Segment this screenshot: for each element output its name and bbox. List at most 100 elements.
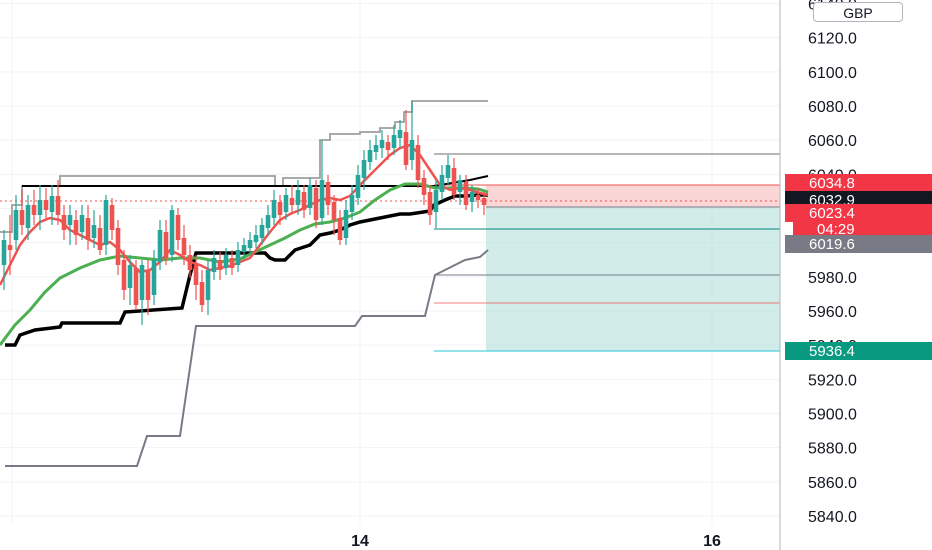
candle[interactable] — [277, 195, 283, 225]
position-tool[interactable] — [486, 185, 780, 351]
candle[interactable] — [7, 215, 13, 275]
candle[interactable] — [319, 140, 325, 225]
candle-body — [121, 260, 127, 290]
loss-zone[interactable] — [486, 185, 780, 207]
candle[interactable] — [217, 252, 223, 280]
candle[interactable] — [475, 188, 481, 208]
candle[interactable] — [79, 205, 85, 240]
candle[interactable] — [43, 188, 49, 220]
candle[interactable] — [421, 170, 427, 205]
candle[interactable] — [133, 260, 139, 310]
candle[interactable] — [37, 185, 43, 230]
candle[interactable] — [403, 110, 409, 170]
candle[interactable] — [91, 210, 97, 248]
candle[interactable] — [31, 190, 37, 225]
time-axis[interactable]: 14 16 — [351, 533, 721, 550]
candle[interactable] — [247, 232, 253, 255]
candle[interactable] — [463, 175, 469, 210]
price-tag-last-high: 6034.8 — [785, 174, 932, 192]
currency-selector[interactable]: GBP — [813, 2, 903, 22]
candle[interactable] — [259, 218, 265, 245]
candle[interactable] — [397, 120, 403, 148]
candle[interactable] — [361, 150, 367, 190]
candle[interactable] — [265, 205, 271, 235]
candle[interactable] — [451, 158, 457, 200]
candle[interactable] — [379, 130, 385, 158]
candle[interactable] — [157, 220, 163, 270]
candle[interactable] — [349, 185, 355, 220]
candle[interactable] — [337, 210, 343, 245]
candle[interactable] — [175, 208, 181, 250]
candle[interactable] — [193, 255, 199, 300]
candle[interactable] — [271, 190, 277, 225]
candle[interactable] — [391, 125, 397, 155]
candle[interactable] — [355, 165, 361, 205]
candle[interactable] — [85, 205, 91, 250]
candle[interactable] — [49, 185, 55, 225]
price-axis[interactable]: 6140.06120.06100.06080.06060.06040.05980… — [779, 0, 857, 550]
candle[interactable] — [235, 242, 241, 272]
candle[interactable] — [97, 215, 103, 255]
candle[interactable] — [439, 165, 445, 200]
candle[interactable] — [55, 180, 61, 225]
candle[interactable] — [1, 230, 7, 290]
profit-zone[interactable] — [486, 207, 780, 351]
candle[interactable] — [115, 220, 121, 275]
price-axis-label: 6100.0 — [808, 65, 857, 82]
candle[interactable] — [109, 198, 115, 240]
candle[interactable] — [367, 140, 373, 170]
candle-body — [313, 188, 319, 220]
candle[interactable] — [121, 250, 127, 300]
candle[interactable] — [211, 250, 217, 280]
candle[interactable] — [415, 135, 421, 188]
candle[interactable] — [199, 270, 205, 312]
candle[interactable] — [169, 205, 175, 262]
candle[interactable] — [289, 185, 295, 212]
candle[interactable] — [469, 185, 475, 212]
candle[interactable] — [313, 180, 319, 228]
candle[interactable] — [145, 260, 151, 315]
candle[interactable] — [373, 135, 379, 160]
candle[interactable] — [427, 185, 433, 225]
candle[interactable] — [181, 225, 187, 265]
candle-body — [163, 232, 169, 258]
candle[interactable] — [127, 255, 133, 305]
candle-body — [139, 265, 145, 300]
candle[interactable] — [283, 188, 289, 220]
candle[interactable] — [67, 205, 73, 245]
candle[interactable] — [325, 175, 331, 215]
candle[interactable] — [301, 185, 307, 218]
candle[interactable] — [307, 178, 313, 215]
candle-body — [277, 202, 283, 215]
candle[interactable] — [163, 220, 169, 265]
candle[interactable] — [433, 180, 439, 228]
candle[interactable] — [73, 210, 79, 245]
candle[interactable] — [409, 101, 415, 170]
candle[interactable] — [187, 245, 193, 278]
candle[interactable] — [151, 250, 157, 305]
candle[interactable] — [229, 250, 235, 275]
candle[interactable] — [253, 225, 259, 248]
candle[interactable] — [61, 205, 67, 240]
candle[interactable] — [343, 200, 349, 245]
candle[interactable] — [25, 195, 31, 240]
candle[interactable] — [481, 192, 487, 215]
price-tag-stop-level: 6023.4 — [785, 204, 932, 222]
candle[interactable] — [103, 195, 109, 255]
candle[interactable] — [19, 190, 25, 235]
candle[interactable] — [223, 248, 229, 275]
candle[interactable] — [331, 195, 337, 235]
candle[interactable] — [241, 238, 247, 260]
candle[interactable] — [457, 175, 463, 205]
candle[interactable] — [13, 195, 19, 250]
candle-body — [397, 130, 403, 138]
candle-body — [421, 178, 427, 195]
candle[interactable] — [139, 260, 145, 325]
candle[interactable] — [295, 180, 301, 215]
candle[interactable] — [385, 135, 391, 160]
candlesticks[interactable] — [1, 101, 487, 325]
candle[interactable] — [445, 155, 451, 185]
candle[interactable] — [205, 260, 211, 315]
